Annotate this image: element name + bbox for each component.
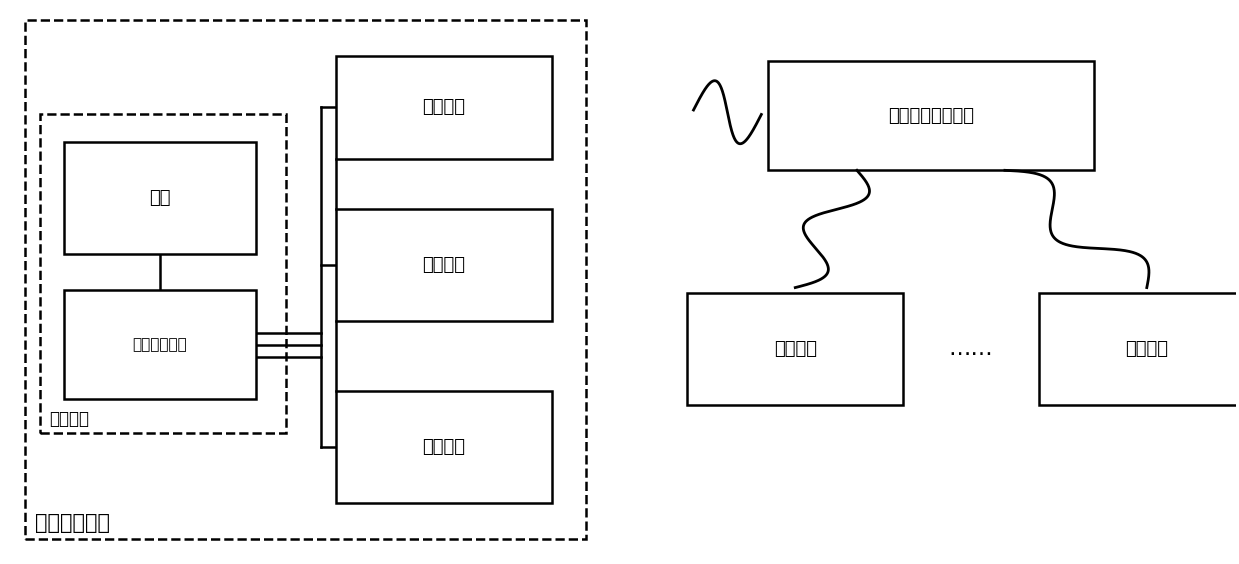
Text: 用户终端: 用户终端 (774, 340, 817, 358)
Text: 运营业务管理平台: 运营业务管理平台 (888, 107, 974, 125)
FancyBboxPatch shape (688, 293, 903, 405)
Text: 电源模块: 电源模块 (50, 411, 89, 428)
FancyBboxPatch shape (336, 391, 551, 503)
Text: 电池: 电池 (149, 190, 171, 207)
Text: 用户终端: 用户终端 (1125, 340, 1168, 358)
FancyBboxPatch shape (64, 290, 255, 399)
Text: ……: …… (949, 339, 994, 359)
Text: 控制模块: 控制模块 (422, 256, 465, 274)
FancyBboxPatch shape (336, 209, 551, 321)
Text: 数据采集终端: 数据采集终端 (35, 513, 110, 534)
Text: 通信模块: 通信模块 (422, 99, 465, 117)
Text: 电源管理电路: 电源管理电路 (133, 337, 187, 352)
FancyBboxPatch shape (767, 61, 1094, 170)
FancyBboxPatch shape (1038, 293, 1239, 405)
FancyBboxPatch shape (64, 142, 255, 254)
FancyBboxPatch shape (336, 56, 551, 159)
Text: 检测模块: 检测模块 (422, 438, 465, 456)
